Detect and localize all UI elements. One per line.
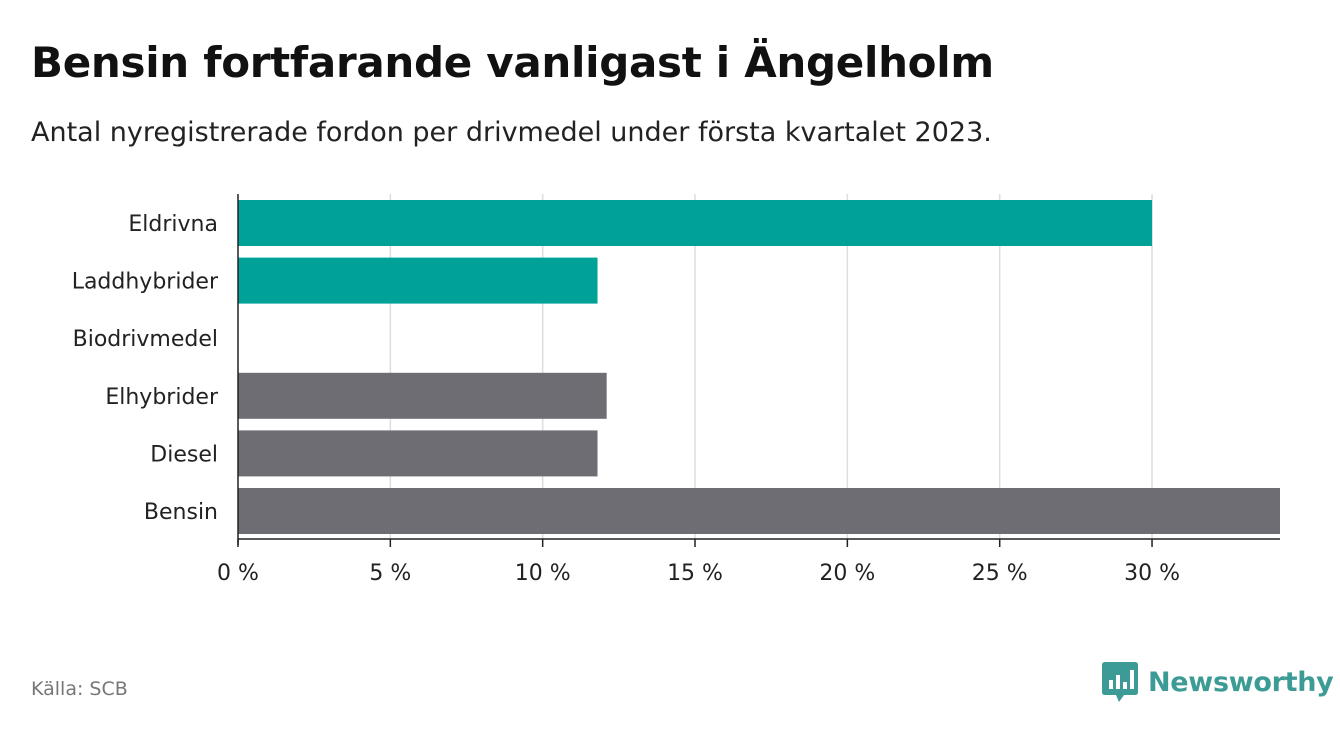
category-label: Bensin <box>144 500 218 525</box>
x-tick-label: 25 % <box>972 561 1028 586</box>
bar-elhybrider <box>238 372 607 419</box>
category-label: Diesel <box>150 442 218 467</box>
x-tick-label: 5 % <box>369 561 411 586</box>
bar-bensin <box>238 488 1280 534</box>
x-tick-label: 30 % <box>1124 561 1180 586</box>
brand-name: Newsworthy <box>1148 666 1334 698</box>
newsworthy-logo[interactable]: Newsworthy <box>1102 662 1334 702</box>
bar-eldrivna <box>238 200 1153 246</box>
category-label: Elhybrider <box>105 385 219 410</box>
source-note: Källa: SCB <box>31 678 128 700</box>
bar-chart-bubble-icon <box>1102 662 1138 702</box>
bar-diesel <box>238 430 598 477</box>
chart-subtitle: Antal nyregistrerade fordon per drivmede… <box>31 117 992 148</box>
category-label: Laddhybrider <box>72 270 219 295</box>
x-tick-label: 20 % <box>819 561 875 586</box>
x-tick-label: 10 % <box>515 561 571 586</box>
category-label: Eldrivna <box>128 212 218 237</box>
bar-laddhybrider <box>238 257 598 304</box>
x-tick-label: 15 % <box>667 561 723 586</box>
x-tick-label: 0 % <box>217 561 259 586</box>
chart-title: Bensin fortfarande vanligast i Ängelholm <box>31 38 994 87</box>
category-label: Biodrivmedel <box>73 327 218 352</box>
